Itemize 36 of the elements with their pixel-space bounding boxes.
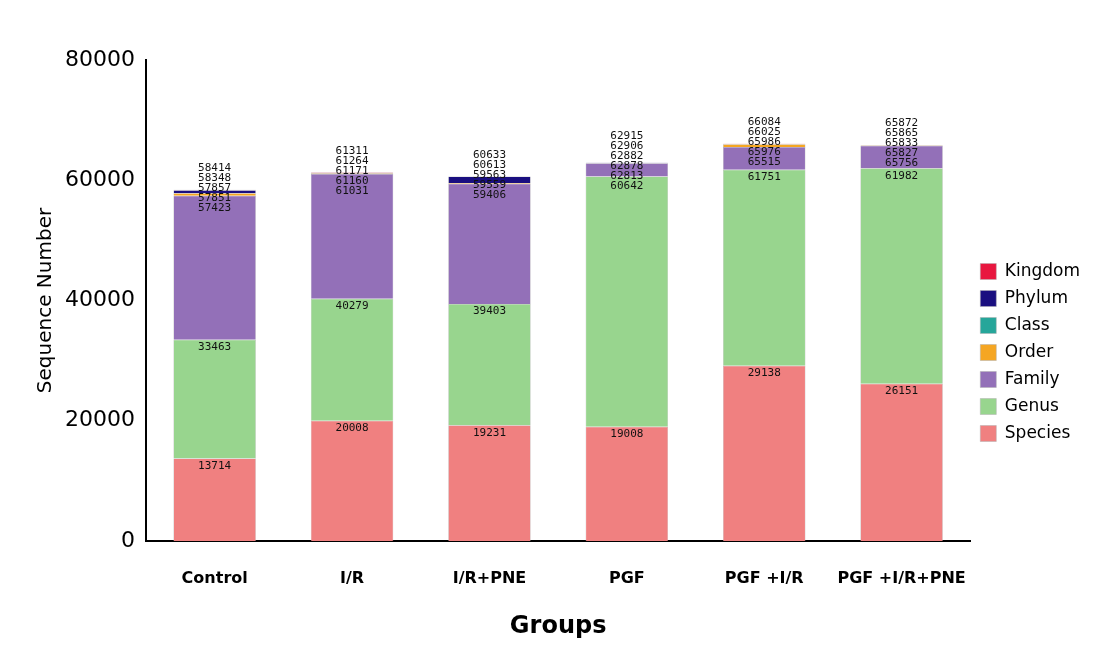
annotation: 13714 xyxy=(198,458,232,472)
annotation: 65515 xyxy=(747,155,781,169)
annotation: 39403 xyxy=(472,304,507,318)
annotation: 20008 xyxy=(335,421,369,435)
y-tick-label: 40000 xyxy=(64,286,135,312)
legend-label: Kingdom xyxy=(1004,259,1081,280)
x-tick-label: PGF +I/R+PNE xyxy=(837,567,966,587)
annotation: 65756 xyxy=(885,156,919,170)
annotation: 40279 xyxy=(335,299,369,313)
annotation: 33463 xyxy=(198,340,232,354)
annotation: 19008 xyxy=(610,427,644,441)
y-axis-title: Sequence Number xyxy=(32,207,57,394)
legend-label: Order xyxy=(1004,340,1054,361)
annotation: 26151 xyxy=(885,384,919,398)
annotation: 60642 xyxy=(610,179,644,193)
annotation: 29138 xyxy=(747,366,781,380)
y-tick-label: 0 xyxy=(120,526,135,552)
x-tick-label: PGF xyxy=(608,567,645,587)
x-tick-label: I/R xyxy=(340,567,365,587)
annotation: 57423 xyxy=(198,201,232,215)
y-tick-label: 80000 xyxy=(64,45,135,71)
y-tick-label: 60000 xyxy=(64,165,135,191)
legend-label: Family xyxy=(1004,367,1060,388)
annotation: 19231 xyxy=(472,425,507,439)
x-axis-title: Groups xyxy=(509,610,607,639)
legend-label: Genus xyxy=(1004,394,1059,415)
x-tick-label: PGF +I/R xyxy=(724,567,804,587)
legend-label: Phylum xyxy=(1004,286,1068,307)
annotation: 61751 xyxy=(747,170,781,184)
annotation: 59406 xyxy=(472,187,507,201)
y-tick-label: 20000 xyxy=(64,406,135,432)
x-tick-label: Control xyxy=(181,567,248,587)
x-tick-label: I/R+PNE xyxy=(452,567,527,587)
annotation: 61982 xyxy=(885,168,919,182)
legend-label: Class xyxy=(1004,313,1050,334)
legend-label: Species xyxy=(1004,421,1071,442)
